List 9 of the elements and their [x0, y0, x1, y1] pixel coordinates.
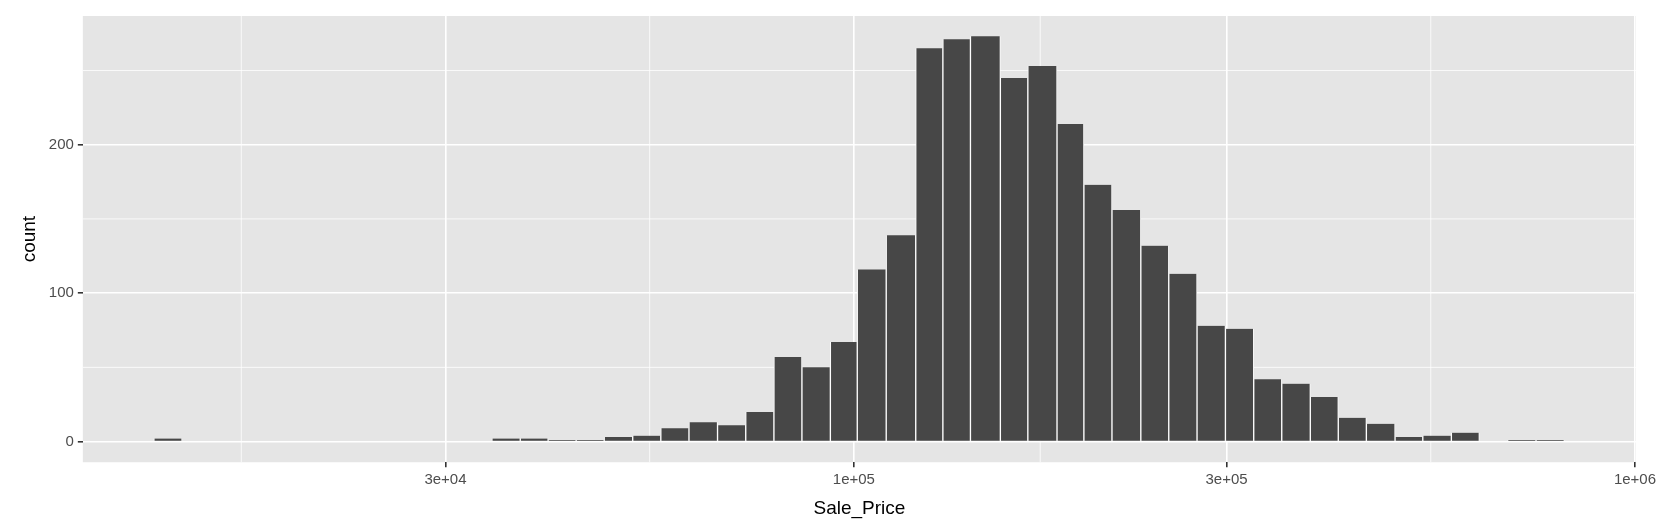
y-tick-label: 0 [65, 431, 74, 449]
x-tick-label: 3e+05 [1205, 470, 1248, 488]
x-tick-label: 3e+04 [424, 470, 467, 488]
y-axis-title: count [17, 215, 39, 263]
x-tick-label: 1e+06 [1613, 470, 1657, 488]
x-axis-title: Sale_Price [813, 496, 906, 519]
y-tick-label: 200 [48, 134, 74, 152]
x-tick-label: 1e+05 [832, 470, 875, 488]
y-tick-label: 100 [48, 283, 74, 301]
